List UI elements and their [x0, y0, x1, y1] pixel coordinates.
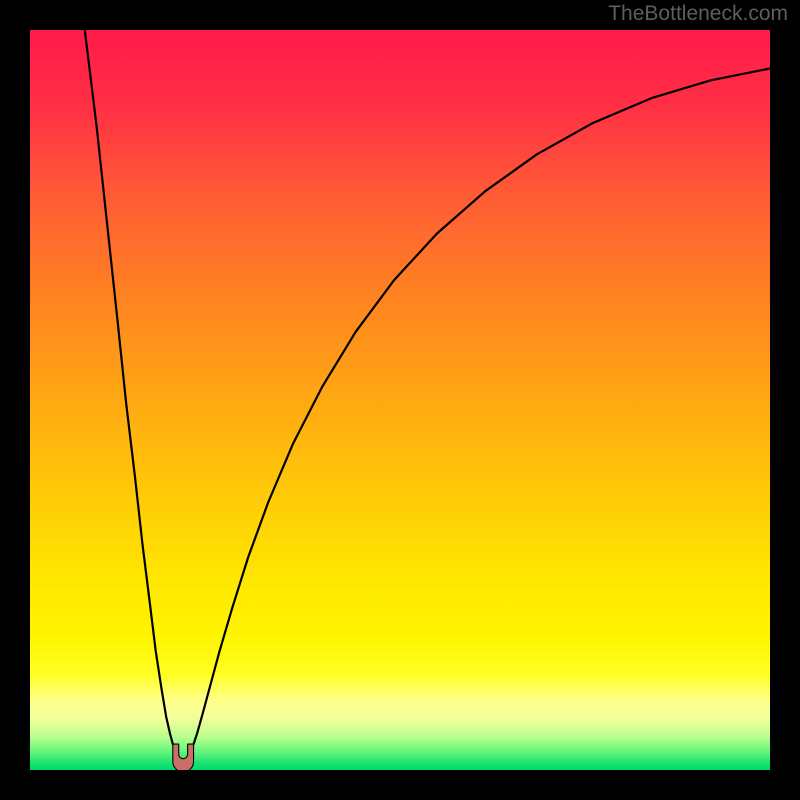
- chart-outer-frame: TheBottleneck.com: [0, 0, 800, 800]
- gradient-background: [30, 30, 770, 770]
- plot-area: [30, 30, 770, 770]
- bottleneck-curve-chart: [30, 30, 770, 770]
- attribution-text: TheBottleneck.com: [608, 2, 788, 26]
